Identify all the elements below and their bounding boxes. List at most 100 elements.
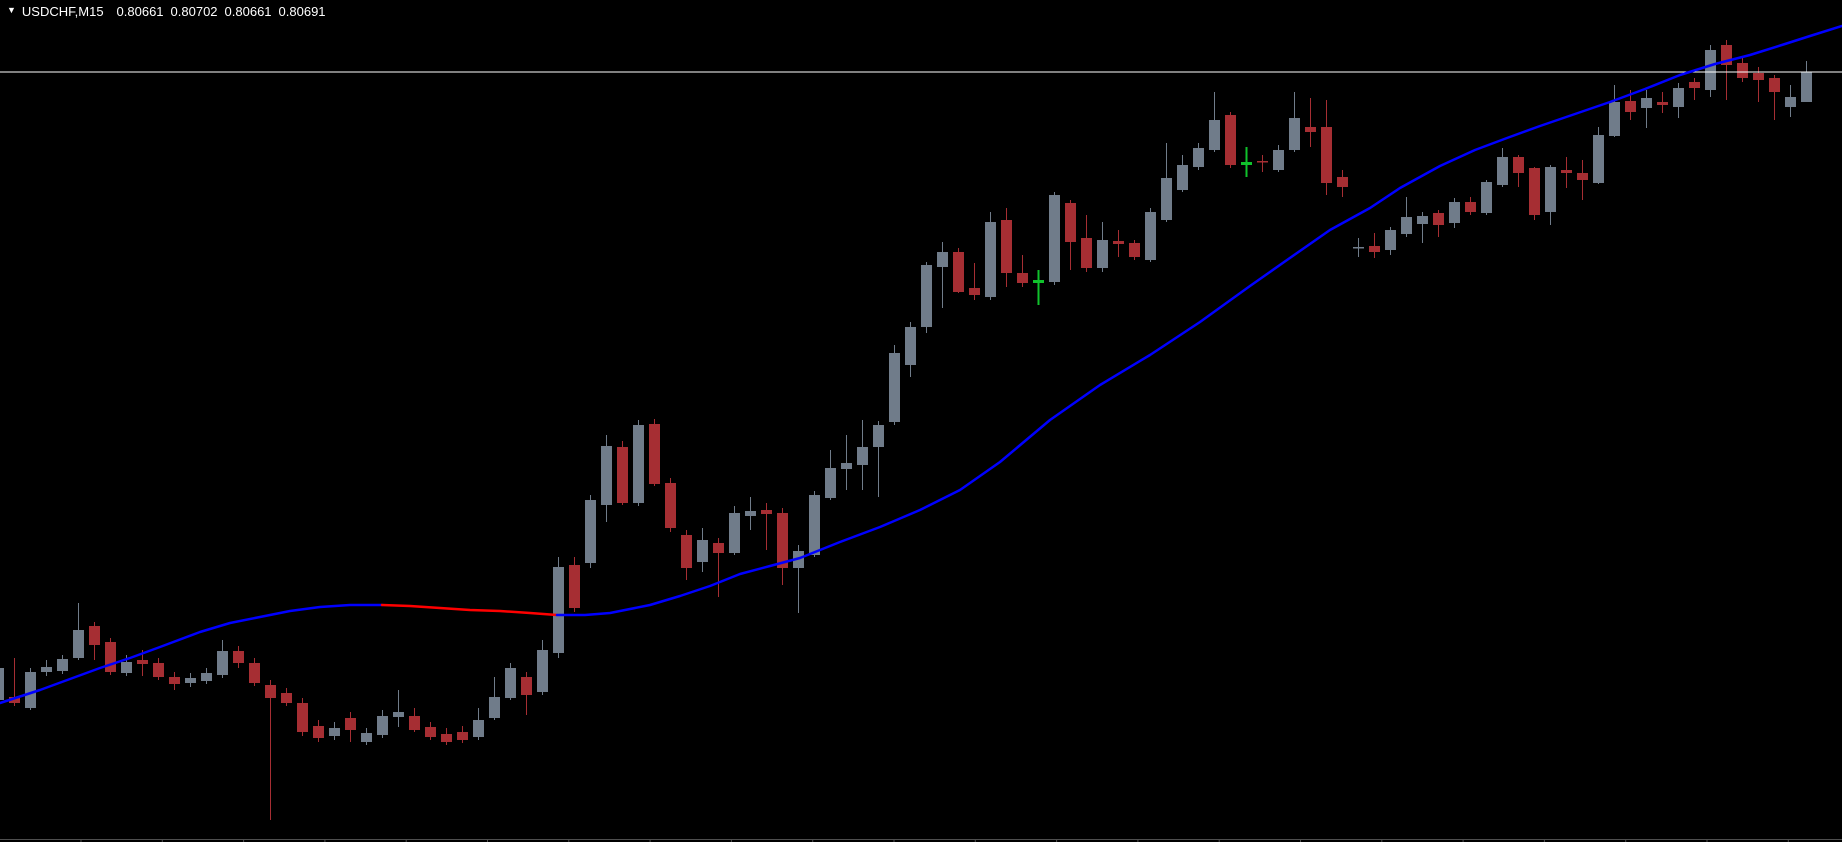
candle xyxy=(1209,92,1220,152)
candle xyxy=(1001,208,1012,287)
candle-body xyxy=(1417,216,1428,224)
candle-body xyxy=(505,668,516,698)
candle-body xyxy=(1657,102,1668,105)
candle-body xyxy=(713,543,724,553)
candle-body xyxy=(1033,280,1044,283)
candle-body xyxy=(841,463,852,469)
candle xyxy=(1321,100,1332,195)
candle xyxy=(345,712,356,742)
candle xyxy=(409,708,420,732)
candle-body xyxy=(857,447,868,465)
candle xyxy=(841,435,852,490)
candle xyxy=(441,728,452,745)
candle xyxy=(1433,210,1444,237)
candle xyxy=(1129,240,1140,260)
candle xyxy=(745,497,756,530)
candle xyxy=(249,658,260,686)
candle xyxy=(969,263,980,300)
candle-body xyxy=(1193,148,1204,167)
candle xyxy=(1641,90,1652,128)
candle-body xyxy=(1097,240,1108,268)
candle xyxy=(169,672,180,690)
candle xyxy=(1785,85,1796,117)
candle xyxy=(633,420,644,506)
candle-body xyxy=(953,252,964,292)
candle xyxy=(1705,45,1716,97)
candle-body xyxy=(137,660,148,664)
candle xyxy=(617,441,628,505)
candle xyxy=(473,708,484,740)
candles-layer xyxy=(0,40,1812,820)
candle xyxy=(1273,145,1284,172)
candle xyxy=(1145,208,1156,262)
candle-body xyxy=(1017,273,1028,283)
candle-body xyxy=(889,353,900,422)
candle xyxy=(1769,75,1780,120)
candle xyxy=(217,640,228,678)
candle-body xyxy=(1129,243,1140,257)
candle xyxy=(153,658,164,680)
candle-body xyxy=(1257,161,1268,163)
candle-body xyxy=(1529,168,1540,215)
candle-body xyxy=(1513,157,1524,173)
candle xyxy=(0,668,4,700)
candle xyxy=(89,622,100,660)
candle xyxy=(777,508,788,585)
candle-body xyxy=(201,673,212,681)
candle-body xyxy=(777,513,788,568)
candle xyxy=(729,506,740,555)
candle xyxy=(1017,255,1028,287)
candle xyxy=(1465,197,1476,215)
candle-body xyxy=(0,668,4,700)
candle-body xyxy=(1225,115,1236,165)
candle xyxy=(1177,155,1188,192)
candle xyxy=(649,419,660,486)
candle-body xyxy=(1481,182,1492,213)
candle xyxy=(1161,143,1172,222)
collapse-indicator-icon[interactable]: ▼ xyxy=(7,5,16,15)
candle xyxy=(265,680,276,820)
candle-body xyxy=(265,685,276,698)
candle xyxy=(1401,197,1412,237)
candle xyxy=(1369,233,1380,258)
candle-body xyxy=(1161,178,1172,220)
candle xyxy=(377,710,388,738)
candle-body xyxy=(1369,246,1380,252)
candle xyxy=(1801,61,1812,102)
candle-body xyxy=(185,678,196,683)
candle-body xyxy=(809,495,820,555)
candle-body xyxy=(1625,101,1636,112)
candle xyxy=(1673,83,1684,118)
candle xyxy=(1417,212,1428,243)
candle-body xyxy=(1337,177,1348,187)
candle xyxy=(25,668,36,710)
candle xyxy=(1737,58,1748,82)
candle xyxy=(697,528,708,572)
candle xyxy=(313,720,324,742)
candle-body xyxy=(489,697,500,718)
symbol-period-label: USDCHF,M15 xyxy=(21,4,104,19)
candle xyxy=(1529,167,1540,220)
candle-body xyxy=(169,677,180,684)
candle-body xyxy=(1065,203,1076,242)
candle xyxy=(281,688,292,706)
candle xyxy=(1753,67,1764,102)
ma-segment-up xyxy=(0,603,384,705)
candle xyxy=(1657,92,1668,113)
candle xyxy=(809,491,820,557)
candle xyxy=(713,538,724,597)
candle-body xyxy=(569,565,580,608)
candle-body xyxy=(1177,165,1188,190)
candle-body xyxy=(1705,50,1716,90)
close-value: 0.80691 xyxy=(278,4,326,19)
candle xyxy=(1225,112,1236,168)
candle xyxy=(1097,222,1108,272)
candle xyxy=(585,495,596,568)
candle-body xyxy=(313,726,324,738)
candle-body xyxy=(1353,247,1364,249)
candle-body xyxy=(1785,97,1796,107)
candle-body xyxy=(985,222,996,297)
candle-body xyxy=(89,626,100,645)
candle-body xyxy=(105,642,116,672)
